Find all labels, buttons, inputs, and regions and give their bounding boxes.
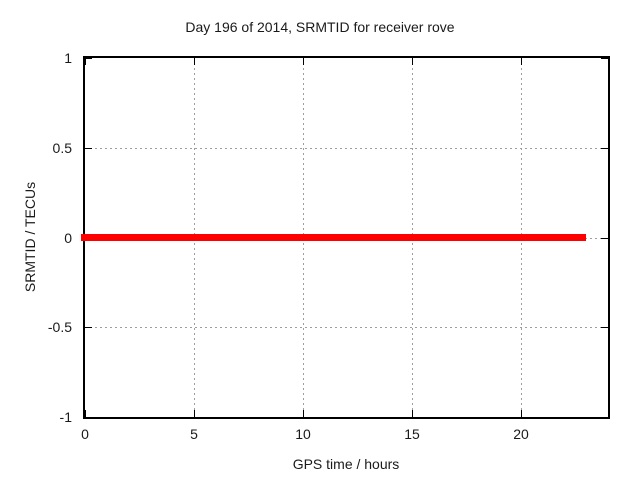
chart-title: Day 196 of 2014, SRMTID for receiver rov…: [185, 19, 455, 35]
y-tick-label: 0.5: [52, 140, 72, 156]
x-tick-label: 20: [513, 426, 529, 442]
y-tick-right: [601, 148, 608, 149]
y-axis-label: SRMTID / TECUs: [22, 181, 38, 293]
x-tick-bottom: [303, 410, 304, 417]
x-axis-label: GPS time / hours: [292, 456, 400, 472]
x-tick-label: 10: [295, 426, 311, 442]
y-tick-label: 0: [64, 230, 72, 246]
x-tick-top: [303, 58, 304, 65]
x-tick-top: [521, 58, 522, 65]
y-tick-right: [601, 417, 608, 418]
y-tick-label: -0.5: [47, 319, 72, 335]
y-tick-right: [601, 327, 608, 328]
x-tick-bottom: [412, 410, 413, 417]
series-line-srmtid: [81, 234, 586, 241]
x-tick-label: 15: [404, 426, 420, 442]
x-tick-label: 5: [190, 426, 198, 442]
y-tick-right: [601, 238, 608, 239]
y-tick-label: 1: [64, 50, 72, 66]
x-tick-bottom: [521, 410, 522, 417]
y-tick-right: [601, 58, 608, 59]
y-tick-left: [85, 148, 92, 149]
plot-area: [81, 56, 610, 419]
y-tick-left: [85, 58, 92, 59]
x-tick-label: 0: [81, 426, 89, 442]
x-tick-bottom: [194, 410, 195, 417]
y-tick-left: [85, 417, 92, 418]
x-tick-top: [194, 58, 195, 65]
x-tick-top: [412, 58, 413, 65]
y-tick-label: -1: [59, 409, 72, 425]
y-gridline: [85, 327, 608, 328]
y-gridline: [85, 148, 608, 149]
x-tick-bottom: [85, 410, 86, 417]
x-tick-top: [85, 58, 86, 65]
y-tick-left: [85, 327, 92, 328]
